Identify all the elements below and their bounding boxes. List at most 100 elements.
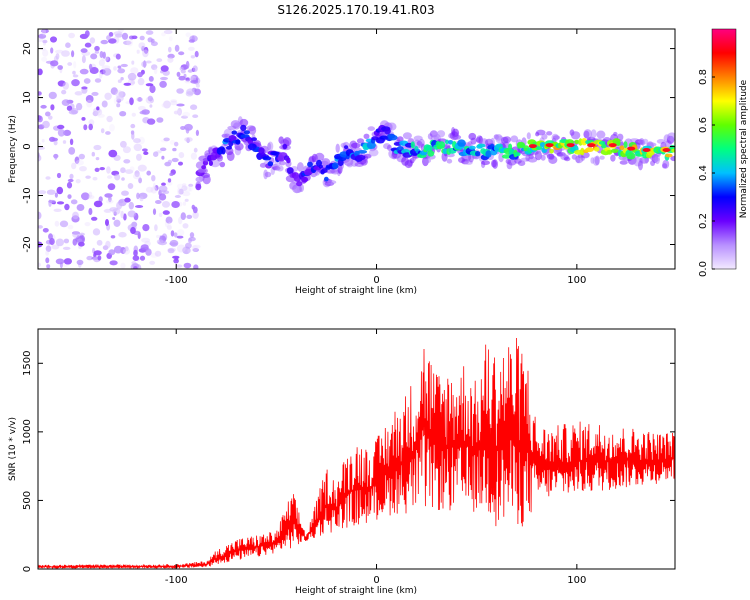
ridge-halo-cell [548, 155, 558, 164]
snr-x-tick-label: -100 [165, 575, 188, 586]
noise-cell [161, 103, 168, 108]
noise-cell [154, 224, 158, 232]
noise-cell [70, 199, 78, 205]
noise-cell [116, 103, 121, 108]
noise-cell [176, 235, 184, 239]
noise-cell [117, 65, 122, 69]
noise-cell [112, 217, 116, 220]
noise-cell [195, 83, 200, 88]
ridge-halo-cell [327, 180, 337, 185]
noise-cell [156, 117, 164, 123]
noise-cell [130, 80, 136, 85]
ridge-cell [574, 139, 580, 144]
noise-cell [176, 229, 185, 237]
noise-cell [185, 60, 190, 69]
noise-cell [40, 104, 47, 109]
noise-cell [38, 33, 47, 39]
ridge-halo-cell [583, 129, 593, 140]
noise-cell [101, 65, 111, 70]
ridge-halo-cell [564, 156, 571, 162]
noise-cell [109, 260, 118, 266]
noise-cell [54, 220, 60, 227]
noise-cell [185, 127, 190, 134]
noise-cell [76, 259, 84, 265]
noise-cell [183, 262, 192, 269]
noise-cell [83, 78, 91, 84]
noise-cell [100, 39, 109, 45]
ridge-halo-cell [667, 132, 675, 142]
noise-cell [45, 245, 52, 252]
noise-cell [169, 172, 174, 176]
noise-cell [109, 207, 118, 212]
noise-cell [161, 32, 166, 37]
noise-cell [148, 76, 154, 82]
noise-cell [72, 211, 79, 220]
ridge-cell [195, 183, 202, 191]
noise-cell [38, 225, 43, 229]
noise-cell [171, 201, 180, 208]
ridge-cell [468, 145, 476, 150]
noise-cell [94, 45, 100, 52]
noise-cell [176, 71, 181, 77]
noise-cell [98, 71, 103, 79]
noise-cell [145, 248, 152, 256]
ridge-halo-cell [210, 159, 221, 168]
ridge-cell [501, 154, 512, 159]
ridge-cell [282, 143, 288, 150]
ridge-halo-cell [534, 150, 543, 161]
noise-cell [117, 68, 126, 74]
noise-cell [182, 111, 191, 118]
noise-cell [184, 137, 193, 142]
noise-cell [178, 75, 186, 81]
noise-cell [88, 195, 95, 200]
noise-cell [136, 97, 143, 102]
ridge-halo-cell [610, 154, 616, 162]
noise-cell [153, 151, 159, 157]
ridge-cell [355, 154, 366, 161]
ridge-halo-cell [234, 142, 244, 151]
ridge-halo-cell [335, 143, 340, 153]
ridge-halo-cell [314, 152, 325, 161]
noise-cell [188, 237, 192, 243]
noise-cell [129, 166, 135, 172]
noise-cell [79, 232, 85, 236]
ridge-cell [201, 165, 207, 170]
ridge-halo-cell [226, 151, 235, 162]
ridge-cell [619, 145, 625, 150]
noise-cell [131, 112, 136, 117]
noise-cell [192, 211, 199, 219]
noise-cell [176, 183, 184, 189]
noise-cell [192, 248, 199, 252]
noise-cell [188, 183, 194, 187]
noise-cell [149, 85, 156, 94]
noise-cell [146, 170, 151, 176]
noise-cell [38, 115, 43, 123]
ridge-cell [427, 150, 435, 157]
noise-cell [69, 173, 74, 180]
noise-cell [85, 175, 91, 179]
noise-cell [169, 239, 179, 247]
ridge-peak-cell [528, 144, 537, 149]
noise-cell [123, 40, 132, 45]
ridge-halo-cell [654, 154, 661, 165]
snr-y-tick-label: 500 [22, 491, 33, 510]
colorbar-label: Normalized spectral amplitude [739, 79, 749, 218]
ridge-halo-cell [267, 141, 274, 152]
ridge-cell [457, 139, 466, 147]
noise-cell [139, 196, 144, 202]
noise-cell [113, 97, 118, 105]
noise-cell [147, 95, 153, 102]
spectrogram-cells [38, 29, 675, 269]
noise-cell [170, 99, 177, 103]
noise-cell [190, 55, 196, 59]
ridge-halo-cell [367, 126, 375, 131]
noise-cell [137, 72, 143, 78]
noise-cell [135, 205, 144, 208]
noise-cell [156, 58, 163, 62]
ridge-cell [231, 130, 238, 135]
noise-cell [102, 51, 106, 59]
ridge-halo-cell [424, 158, 432, 164]
noise-cell [121, 190, 129, 196]
noise-cell [75, 102, 83, 111]
